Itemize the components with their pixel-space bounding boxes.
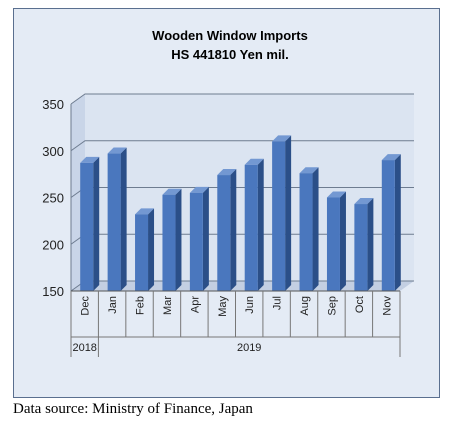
bar bbox=[107, 147, 127, 291]
bar bbox=[162, 188, 182, 291]
bar-top bbox=[244, 158, 264, 165]
x-tick-label: Jul bbox=[272, 296, 284, 310]
bar-front bbox=[80, 162, 94, 291]
bar bbox=[135, 208, 155, 291]
bar-side bbox=[148, 208, 155, 291]
bar-front bbox=[299, 173, 313, 291]
bar-side bbox=[230, 169, 237, 291]
bar-top bbox=[135, 208, 155, 215]
gridline bbox=[70, 140, 414, 152]
x-tick-label: May bbox=[217, 296, 229, 317]
bar-front bbox=[272, 141, 286, 291]
bar-top bbox=[107, 147, 127, 154]
bar-side bbox=[339, 191, 346, 291]
x-tick-label: Jun bbox=[244, 296, 256, 314]
bar-top bbox=[381, 154, 401, 161]
bar bbox=[272, 135, 292, 291]
bar-front bbox=[354, 204, 368, 291]
bar-front bbox=[244, 164, 258, 291]
x-tick-label: Oct bbox=[354, 296, 366, 313]
bar-side bbox=[257, 158, 264, 291]
x-tick-label: Sep bbox=[326, 296, 338, 316]
bar-side bbox=[202, 186, 209, 291]
bar-top bbox=[326, 191, 346, 198]
x-tick-label: Mar bbox=[162, 296, 174, 315]
bar-side bbox=[312, 167, 319, 291]
bar-chart: Wooden Window Imports HS 441810 Yen mil.… bbox=[14, 9, 439, 397]
y-tick-label: 250 bbox=[42, 191, 64, 206]
bar bbox=[217, 169, 237, 291]
y-tick-label: 350 bbox=[42, 97, 64, 112]
bar-side bbox=[175, 188, 182, 291]
x-tick-label: Apr bbox=[189, 296, 201, 313]
bar-front bbox=[135, 214, 149, 291]
bar-side bbox=[367, 198, 374, 291]
bar-front bbox=[326, 197, 340, 291]
bar-front bbox=[381, 160, 395, 291]
year-label: 2018 bbox=[72, 342, 96, 354]
bar-top bbox=[80, 156, 100, 163]
chart-frame: Wooden Window Imports HS 441810 Yen mil.… bbox=[13, 8, 440, 398]
bar-top bbox=[162, 188, 182, 195]
bar bbox=[299, 167, 319, 291]
bar-side bbox=[120, 147, 127, 291]
bar-side bbox=[394, 154, 401, 291]
x-tick-label: Nov bbox=[381, 296, 393, 316]
x-tick-label: Dec bbox=[80, 296, 92, 316]
chart-title: Wooden Window Imports bbox=[152, 28, 308, 43]
bar-front bbox=[217, 175, 231, 291]
chart-subtitle: HS 441810 Yen mil. bbox=[171, 47, 289, 62]
bar-top bbox=[217, 169, 237, 176]
bar-top bbox=[299, 167, 319, 174]
bar-top bbox=[189, 186, 209, 193]
source-note: Data source: Ministry of Finance, Japan bbox=[13, 401, 253, 417]
bar-side bbox=[285, 135, 292, 291]
bar bbox=[244, 158, 264, 291]
x-tick-label: Feb bbox=[135, 296, 147, 315]
x-tick-label: Aug bbox=[299, 296, 311, 316]
year-label: 2019 bbox=[237, 342, 261, 354]
y-tick-label: 300 bbox=[42, 144, 64, 159]
bar-front bbox=[162, 194, 176, 291]
y-tick-label: 150 bbox=[42, 284, 64, 299]
bar-top bbox=[354, 198, 374, 205]
x-tick-label: Jan bbox=[107, 296, 119, 314]
bar bbox=[326, 191, 346, 291]
bar bbox=[189, 186, 209, 291]
bar bbox=[354, 198, 374, 291]
bar-front bbox=[107, 153, 121, 291]
y-tick-label: 200 bbox=[42, 237, 64, 252]
gridline bbox=[70, 93, 414, 105]
bar-side bbox=[93, 156, 100, 291]
bar bbox=[381, 154, 401, 291]
bar bbox=[80, 156, 100, 291]
bar-front bbox=[189, 192, 203, 291]
bar-top bbox=[272, 135, 292, 142]
